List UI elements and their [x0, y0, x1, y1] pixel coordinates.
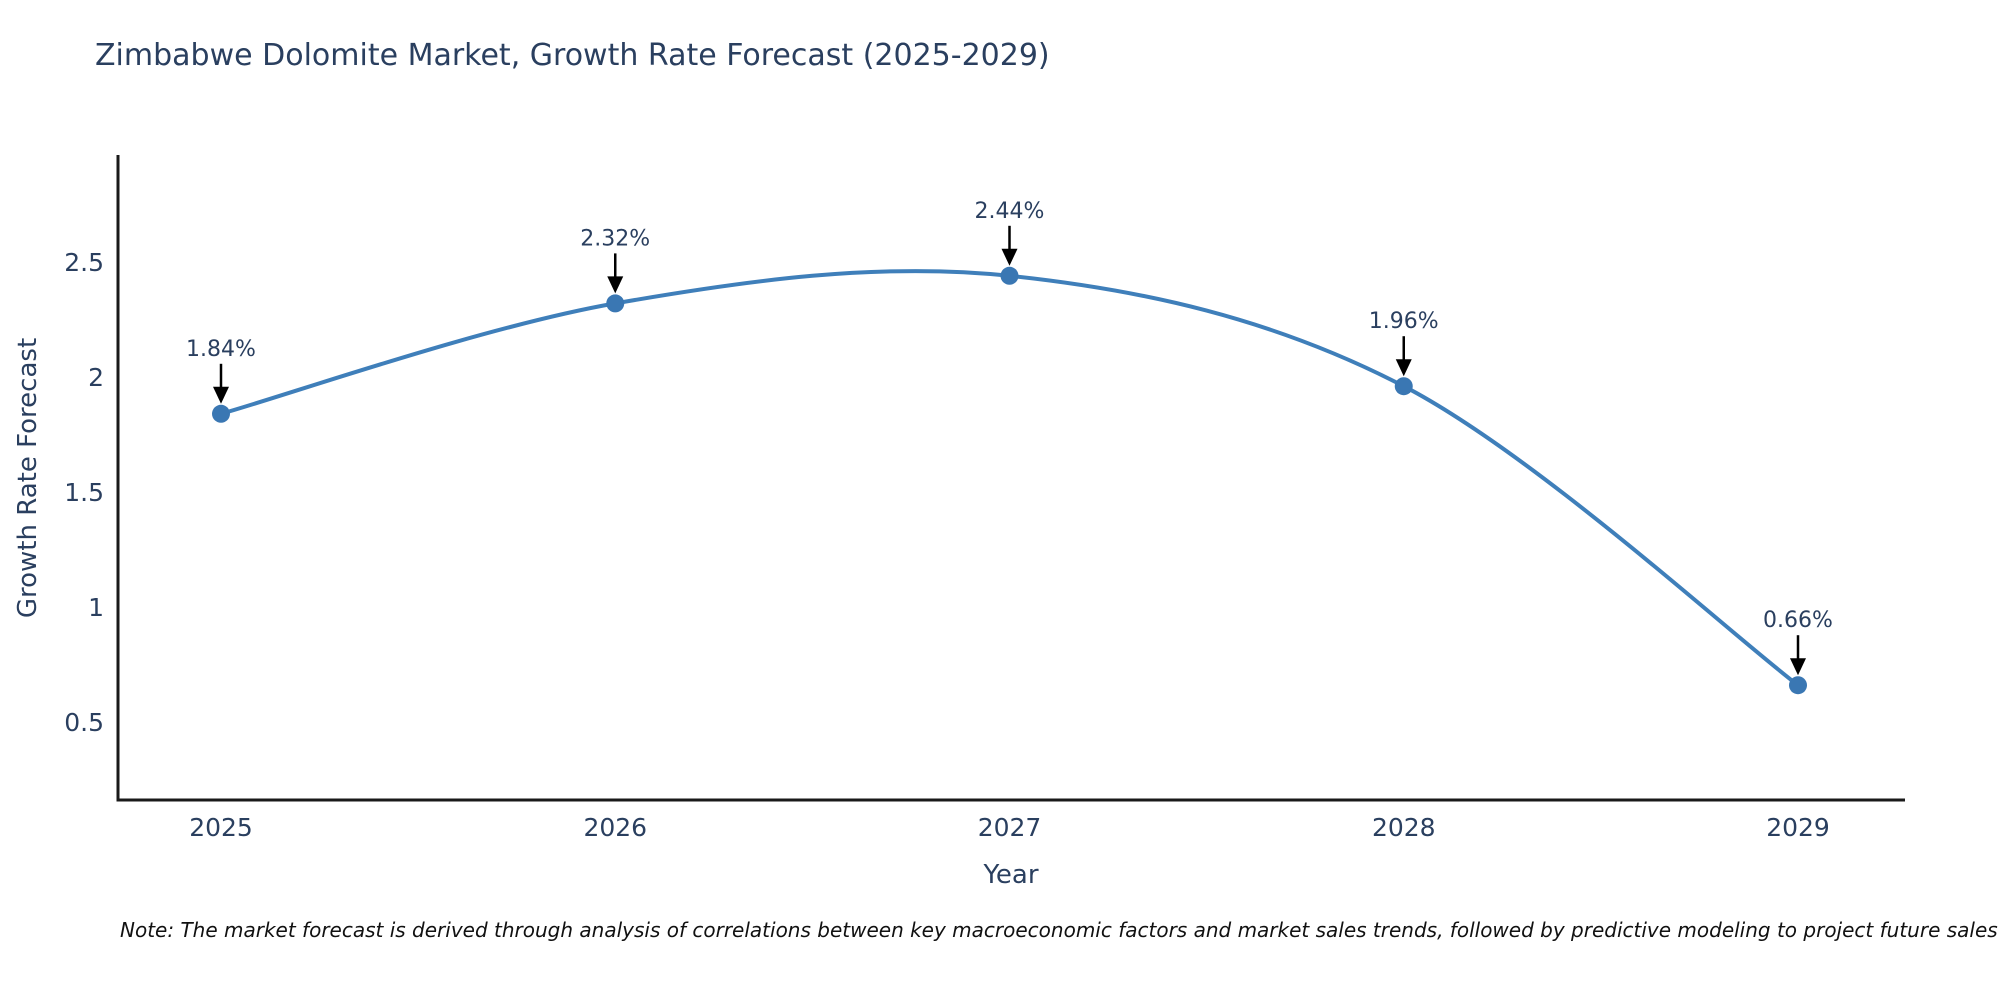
- data-point[interactable]: [212, 404, 230, 423]
- data-point[interactable]: [1000, 266, 1019, 285]
- y-tick-label: 2.5: [64, 248, 104, 277]
- x-tick-label: 2025: [189, 813, 253, 842]
- y-tick-label: 1.5: [64, 478, 104, 507]
- annotation-arrowhead-icon: [607, 276, 624, 294]
- point-annotation: 2.32%: [580, 226, 650, 251]
- x-tick-label: 2026: [583, 813, 647, 842]
- data-point[interactable]: [1394, 377, 1413, 396]
- y-tick-label: 0.5: [64, 708, 104, 737]
- data-point[interactable]: [606, 294, 625, 313]
- y-axis-title: Growth Rate Forecast: [13, 337, 43, 619]
- x-tick-label: 2029: [1766, 813, 1830, 842]
- point-annotation: 1.84%: [186, 337, 256, 362]
- footnote: Note: The market forecast is derived thr…: [120, 918, 1998, 942]
- data-point[interactable]: [1789, 676, 1807, 695]
- annotation-arrowhead-icon: [213, 386, 229, 404]
- y-tick-label: 2: [88, 363, 104, 392]
- annotation-arrowhead-icon: [1395, 359, 1412, 377]
- point-annotation: 0.66%: [1763, 608, 1833, 633]
- x-tick-label: 2027: [978, 813, 1042, 842]
- y-tick-label: 1: [88, 593, 104, 622]
- x-axis-title: Year: [983, 860, 1039, 890]
- point-annotation: 1.96%: [1369, 309, 1439, 334]
- trend-line: [219, 269, 1800, 688]
- annotation-arrowhead-icon: [1001, 248, 1018, 266]
- annotation-arrowhead-icon: [1790, 658, 1806, 676]
- chart-title: Zimbabwe Dolomite Market, Growth Rate Fo…: [95, 38, 1050, 73]
- x-tick-label: 2028: [1372, 813, 1436, 842]
- point-annotation: 2.44%: [975, 199, 1045, 224]
